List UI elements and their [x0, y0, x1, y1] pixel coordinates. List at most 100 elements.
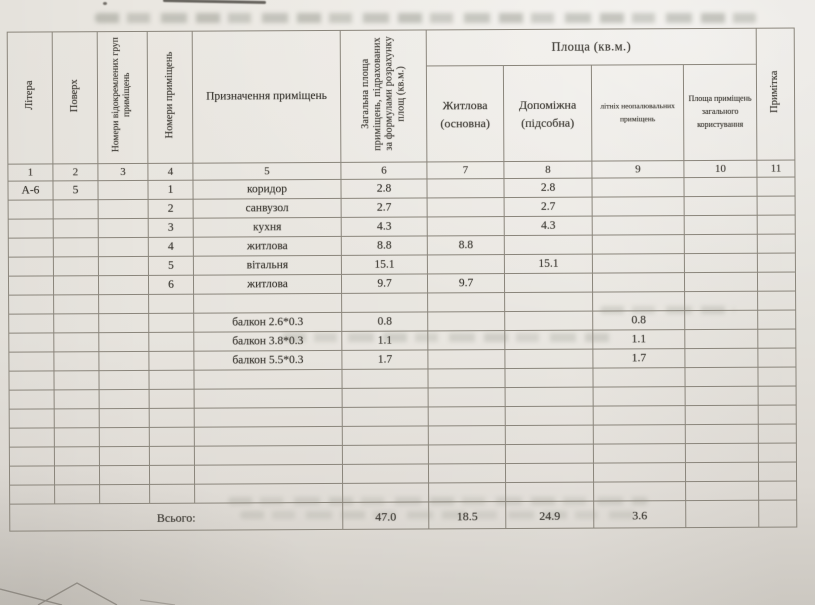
bleedthrough-text-artifact — [240, 511, 640, 519]
cell — [98, 218, 149, 238]
cell — [684, 348, 759, 368]
cell — [428, 482, 506, 502]
column-number: 11 — [756, 160, 796, 178]
cell — [593, 386, 686, 407]
cell — [99, 408, 150, 428]
cell — [8, 199, 54, 220]
cell — [148, 294, 194, 314]
cell — [758, 462, 797, 482]
cell — [593, 481, 686, 502]
column-number: 9 — [591, 160, 684, 179]
cell — [685, 405, 759, 425]
cell — [54, 408, 100, 428]
cell — [54, 465, 100, 485]
cell — [54, 484, 100, 504]
header-litera: Літера — [7, 31, 53, 165]
cell — [194, 445, 343, 466]
cell: 8.8 — [427, 235, 505, 255]
cell: 3 — [148, 218, 194, 238]
cell — [684, 367, 759, 387]
cell: 9.7 — [341, 273, 428, 294]
header-area-group-label: Площа (кв.м.) — [551, 39, 632, 54]
cell — [342, 444, 429, 465]
cell — [757, 196, 796, 216]
cell — [757, 348, 797, 368]
cell: коридор — [192, 179, 342, 200]
cell — [53, 256, 99, 276]
cell — [53, 351, 99, 371]
cell — [758, 500, 797, 528]
cell — [98, 199, 149, 219]
cell — [592, 367, 686, 388]
cell — [149, 465, 195, 485]
cell — [684, 329, 758, 349]
cell — [592, 253, 685, 274]
cell — [427, 197, 505, 217]
cell — [757, 272, 796, 292]
cell — [427, 216, 505, 236]
cell — [98, 275, 149, 295]
cell — [99, 427, 150, 447]
cell — [342, 482, 429, 503]
cell — [757, 234, 796, 254]
cell: 5 — [52, 180, 99, 200]
cell — [504, 292, 593, 312]
cell — [98, 294, 149, 314]
cell — [684, 291, 758, 311]
cell — [9, 389, 55, 410]
header-note-label: Примітка — [769, 70, 781, 113]
cell — [342, 406, 429, 427]
header-total-area-label: Загальна площа приміщень, підрахованих з… — [359, 36, 407, 151]
cell — [98, 256, 149, 276]
cell — [53, 199, 99, 219]
cell: вітальня — [193, 255, 342, 276]
cell — [428, 444, 506, 464]
cell — [685, 500, 759, 528]
cell — [99, 465, 150, 485]
cell — [9, 484, 55, 505]
cell — [427, 349, 505, 369]
cell — [193, 369, 343, 390]
cell — [194, 483, 343, 504]
cell — [593, 424, 686, 445]
cell — [99, 484, 150, 504]
bleedthrough-text-artifact — [282, 333, 617, 342]
header-area-group: Площа (кв.м.) — [426, 28, 757, 66]
cell: 15.1 — [341, 254, 428, 275]
cell: 4.3 — [341, 216, 428, 237]
cell — [428, 425, 506, 445]
cell — [592, 215, 685, 236]
column-number: 3 — [97, 163, 148, 181]
cell — [504, 349, 593, 369]
cell — [149, 446, 195, 466]
cell — [98, 351, 149, 371]
header-poverh-label: Поверх — [68, 78, 80, 112]
cell: 1.1 — [592, 329, 685, 350]
cell — [342, 463, 429, 484]
cell — [98, 313, 149, 333]
cell — [427, 292, 505, 312]
totals-auxiliary: 24.9 — [505, 501, 594, 529]
cell: кухня — [193, 217, 342, 238]
cell — [757, 329, 796, 349]
cell: 5 — [148, 256, 194, 276]
cell — [757, 177, 796, 197]
cell — [504, 273, 593, 293]
cell — [428, 387, 506, 407]
cell — [9, 427, 55, 448]
cell — [757, 310, 796, 330]
cell — [685, 443, 759, 463]
cell — [505, 387, 594, 407]
cell — [98, 370, 150, 390]
cell — [194, 407, 343, 428]
header-auxiliary: Допоміжна (підсобна) — [503, 65, 592, 162]
cell — [427, 330, 505, 350]
cell — [148, 351, 194, 371]
cell — [8, 294, 54, 315]
cell: 1.7 — [341, 349, 428, 370]
cell — [53, 370, 100, 390]
cell: 8.8 — [341, 235, 428, 256]
cell: 4 — [148, 237, 194, 257]
cell — [193, 293, 342, 314]
